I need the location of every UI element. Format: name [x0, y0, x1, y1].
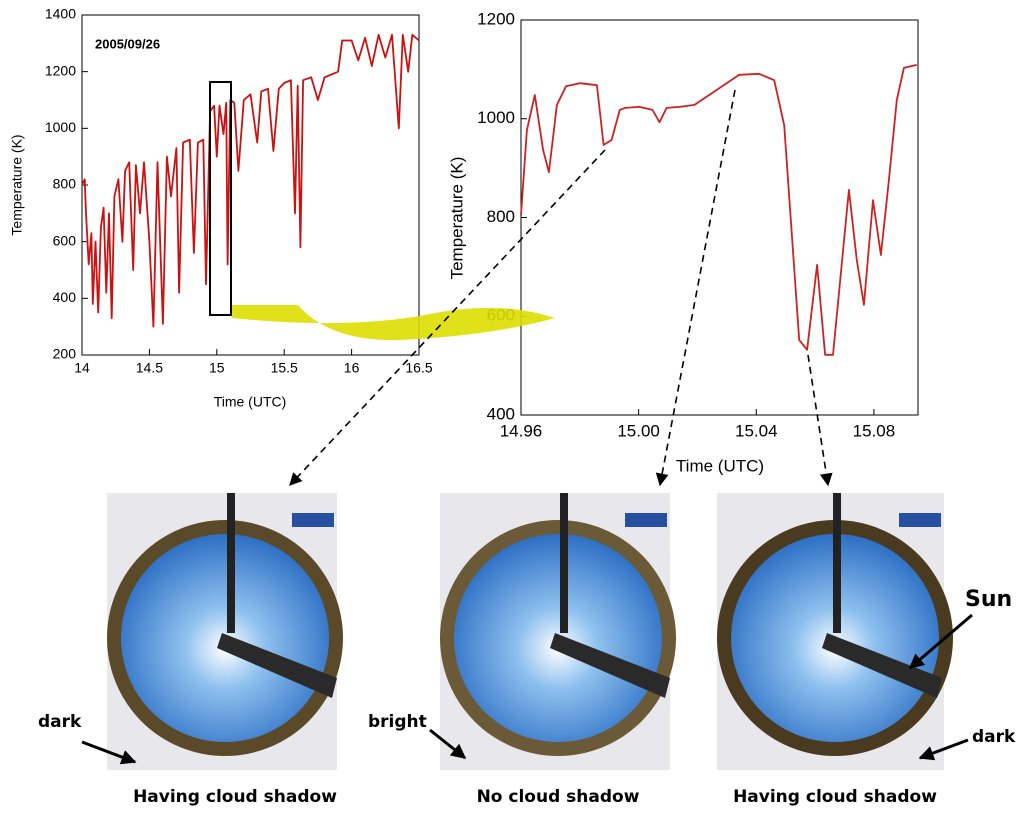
photos: Having cloud shadow No cloud shadow Havi…	[38, 493, 1016, 807]
y-tick-label: 800	[53, 176, 77, 192]
dashed-arrow	[289, 149, 606, 486]
chart: 14 14.5 15 15.5 16 16.5 200 400 600 800 1000 1200 14…	[9, 6, 433, 410]
x-tick-label: 14	[74, 360, 90, 376]
x-tick-label: 15.04	[735, 421, 778, 440]
x-tick-label: 14.5	[136, 360, 163, 376]
photo-label: dark	[38, 712, 82, 732]
photo-caption: No cloud shadow	[477, 787, 640, 807]
x-tick-label: 15.00	[617, 421, 660, 440]
x-tick-label: 16	[344, 360, 360, 376]
y-tick-label: 800	[487, 207, 515, 226]
arrow	[81, 740, 137, 765]
photo-caption: Having cloud shadow	[133, 787, 337, 807]
x-axis-label: Time (UTC)	[214, 394, 287, 410]
dashed-arrow	[807, 354, 833, 487]
data-line	[81, 33, 420, 328]
y-tick-label: 1000	[477, 108, 515, 127]
y-axis-label: Temperature (K)	[9, 134, 25, 235]
dashed-arrow	[655, 89, 736, 487]
data-line	[520, 64, 918, 356]
annotation: 2005/09/26	[95, 36, 160, 51]
arrow	[918, 738, 969, 761]
sky-photo	[440, 493, 676, 770]
x-tick-label: 15.08	[853, 421, 896, 440]
zoom-callout	[232, 305, 555, 341]
plot-frame	[520, 19, 919, 416]
y-tick-label: 1000	[45, 119, 76, 135]
x-tick-label: 15	[209, 360, 225, 376]
y-tick-label: 1200	[477, 9, 515, 28]
photo-label: bright	[368, 712, 427, 732]
sky-photo	[717, 493, 953, 770]
arrow	[429, 728, 467, 760]
arrow	[908, 613, 973, 670]
x-tick-label: 14.96	[500, 421, 543, 440]
photo-label: dark	[972, 727, 1016, 747]
y-tick-label: 200	[53, 346, 77, 362]
photo-label: Sun	[965, 587, 1012, 612]
chart: 14.9615.0015.0415.0840060080010001200Tim…	[447, 9, 919, 475]
x-tick-label: 15.5	[271, 360, 298, 376]
x-tick-label: 16.5	[405, 360, 432, 376]
y-tick-label: 600	[53, 232, 77, 248]
sky-photo	[107, 493, 343, 770]
y-tick-label: 400	[487, 404, 515, 423]
y-tick-label: 1200	[45, 62, 76, 78]
y-tick-label: 400	[53, 289, 77, 305]
zoom-box	[209, 81, 232, 316]
y-axis-label: Temperature (K)	[447, 157, 466, 280]
photo-caption: Having cloud shadow	[733, 787, 937, 807]
x-axis-label: Time (UTC)	[676, 456, 764, 475]
y-tick-label: 1400	[45, 6, 76, 22]
plot-frame	[81, 14, 420, 356]
